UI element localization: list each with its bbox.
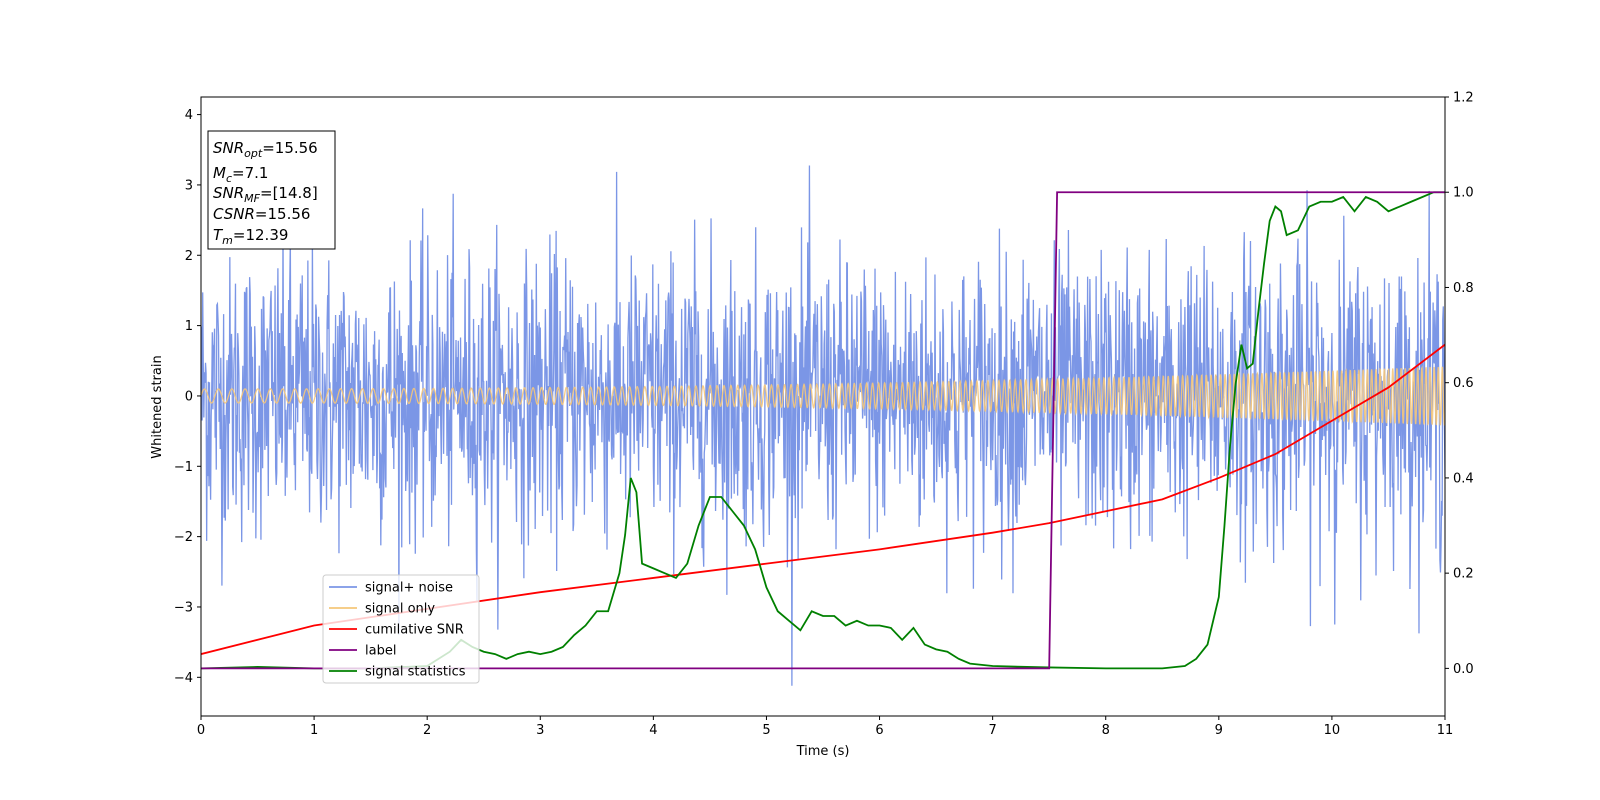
legend-label: signal only bbox=[365, 602, 435, 617]
y-tick-label: 3 bbox=[185, 178, 193, 193]
annotation-frame bbox=[207, 130, 336, 250]
y-tick-label: −3 bbox=[174, 600, 193, 615]
x-tick-label: 7 bbox=[988, 723, 996, 738]
annotation-line: Mc=7.1 bbox=[213, 164, 268, 185]
y2-tick-label: 0.8 bbox=[1453, 281, 1474, 296]
legend-label: signal+ noise bbox=[365, 581, 453, 596]
y-tick-label: 4 bbox=[185, 108, 193, 123]
x-tick-label: 3 bbox=[536, 723, 544, 738]
x-tick-label: 11 bbox=[1437, 723, 1454, 738]
annotation-line: SNRMF=[14.8] bbox=[213, 184, 318, 205]
plot-frame bbox=[200, 96, 1446, 717]
x-tick-label: 2 bbox=[423, 723, 431, 738]
annotation-box: SNRopt=15.56 Mc=7.1SNRMF=[14.8]CSNR=15.56… bbox=[207, 130, 336, 250]
y2-tick-label: 1.2 bbox=[1453, 91, 1474, 106]
x-tick-label: 4 bbox=[649, 723, 657, 738]
x-tick-label: 8 bbox=[1102, 723, 1110, 738]
y-tick-label: −2 bbox=[174, 530, 193, 545]
y-tick-label: 0 bbox=[185, 389, 193, 404]
y2-tick-label: 1.0 bbox=[1453, 186, 1474, 201]
x-tick-label: 5 bbox=[762, 723, 770, 738]
legend-label: label bbox=[365, 644, 396, 659]
legend: signal+ noise signal only cumilative SNR la… bbox=[322, 574, 480, 684]
y-tick-label: 2 bbox=[185, 249, 193, 264]
legend-label: cumilative SNR bbox=[365, 623, 464, 638]
x-tick-label: 0 bbox=[197, 723, 205, 738]
x-axis-label: Time (s) bbox=[796, 744, 850, 759]
annotation-line: Tm=12.39 bbox=[213, 226, 288, 247]
series-layer bbox=[201, 165, 1445, 686]
y2-tick-label: 0.0 bbox=[1453, 662, 1474, 677]
y2-tick-label: 0.2 bbox=[1453, 567, 1474, 582]
series-signal-noise bbox=[201, 165, 1445, 686]
x-tick-label: 9 bbox=[1215, 723, 1223, 738]
y2-tick-label: 0.4 bbox=[1453, 471, 1474, 486]
series-cumilative-snr bbox=[201, 343, 1445, 655]
legend-frame bbox=[322, 574, 480, 684]
annotation-line: SNRopt=15.56 bbox=[213, 139, 318, 160]
axes-layer: 0 1 2 3 4 5 6 7 8 9 10 1143210−1−2−3−41.21.00.80.60… bbox=[174, 91, 1474, 739]
y-tick-label: 1 bbox=[185, 319, 193, 334]
series-signal-statistics bbox=[201, 191, 1445, 670]
x-tick-label: 10 bbox=[1324, 723, 1341, 738]
legend-label: signal statistics bbox=[365, 665, 466, 680]
x-tick-label: 1 bbox=[310, 723, 318, 738]
series-signal-only bbox=[201, 365, 1445, 426]
y-axis-label: Whitened strain bbox=[150, 355, 165, 458]
y2-tick-label: 0.6 bbox=[1453, 376, 1474, 391]
annotation-line: CSNR=15.56 bbox=[213, 205, 310, 223]
x-tick-label: 6 bbox=[875, 723, 883, 738]
series-label bbox=[201, 191, 1445, 670]
y-tick-label: −4 bbox=[174, 671, 193, 686]
y-tick-label: −1 bbox=[174, 460, 193, 475]
